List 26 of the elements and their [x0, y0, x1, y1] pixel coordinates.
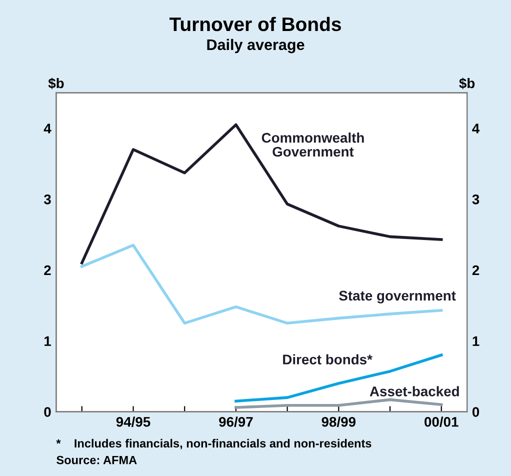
y2-tick-label: 2	[472, 265, 480, 276]
y2-axis-title: $b	[459, 78, 475, 90]
source-note: Source: AFMA	[56, 456, 137, 464]
x-tick-label: 96/97	[219, 416, 253, 427]
y2-tick-label: 3	[472, 194, 480, 204]
x-tick-label: 94/95	[116, 416, 150, 427]
y-tick-label: 4	[44, 124, 52, 134]
chart-subtitle: Daily average	[207, 38, 304, 54]
y2-tick-label: 0	[472, 407, 480, 417]
series-label: Direct bonds*	[283, 354, 372, 364]
y-tick-label: 2	[44, 265, 51, 276]
line-series	[80, 123, 443, 264]
y2-tick-label: 4	[472, 124, 480, 134]
x-tick-label: 98/99	[322, 416, 356, 427]
y2-tick-label: 1	[472, 336, 480, 346]
chart-title: Turnover of Bonds	[169, 16, 341, 32]
line-series	[234, 398, 443, 409]
x-tick-label: 00/01	[424, 416, 458, 427]
y-tick-label: 1	[44, 336, 51, 346]
text: * Includes financials, non-financials and non-residents	[56, 438, 372, 450]
y-tick-label: 3	[44, 194, 51, 204]
series-label: Asset-backed	[370, 386, 459, 396]
y-tick-label: 0	[44, 407, 51, 417]
y-axis-title: $b	[48, 78, 64, 90]
series-label: Commonwealth Government	[262, 132, 364, 157]
series-label: State government	[339, 290, 456, 304]
